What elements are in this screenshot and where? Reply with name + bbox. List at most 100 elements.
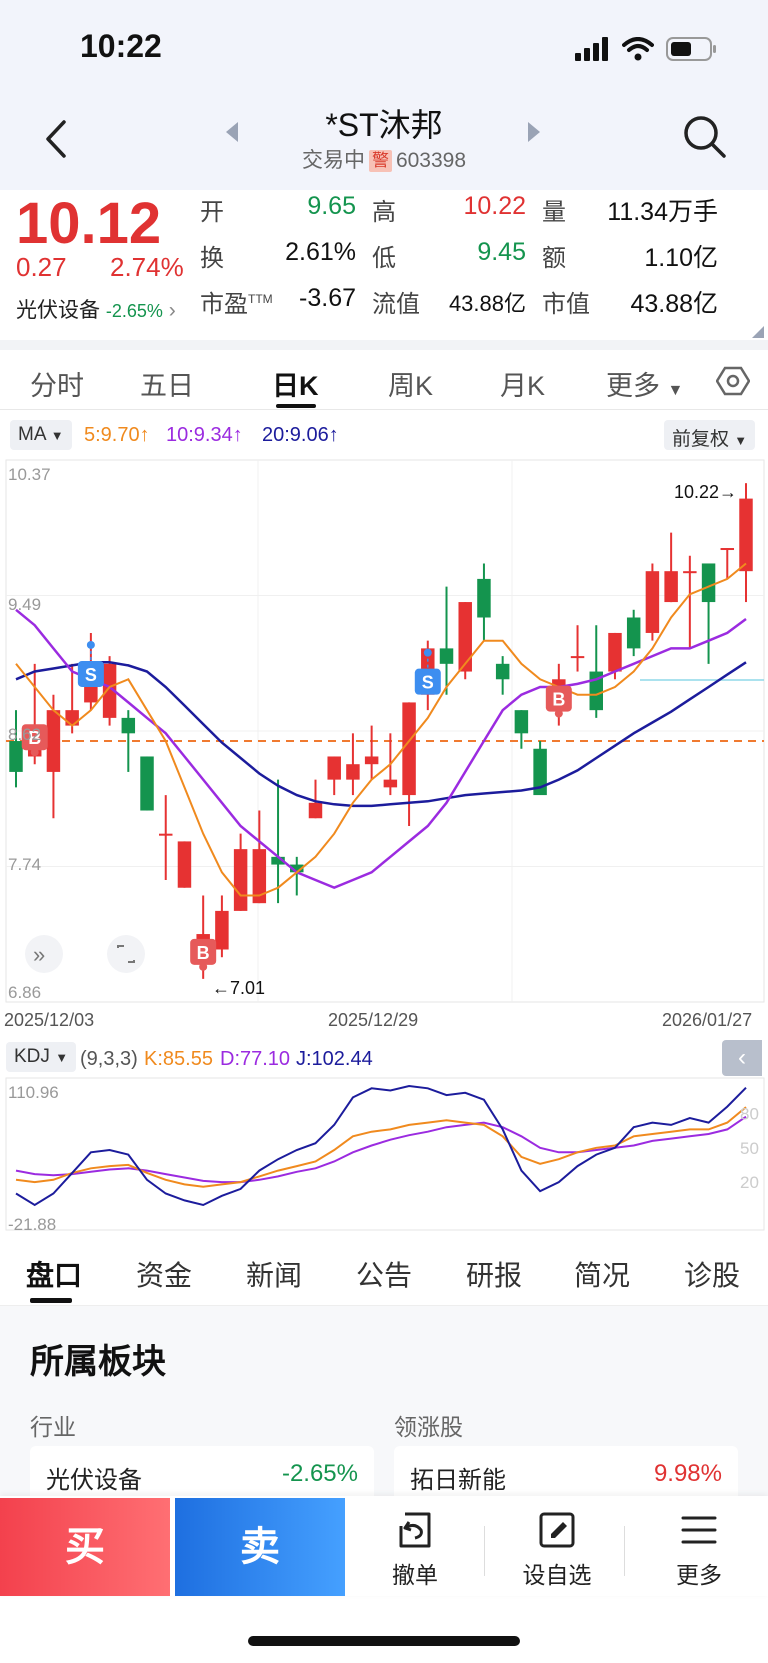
ma5-value: 5:9.70↑ [84, 424, 150, 446]
settings-hex-icon[interactable] [716, 366, 750, 396]
candle [233, 833, 248, 911]
section-title: 所属板块 [30, 1343, 166, 1381]
candle [477, 563, 491, 641]
stock-title: *ST沐邦 [325, 107, 443, 143]
tab-diagnosis[interactable]: 诊股 [684, 1260, 741, 1291]
kdj-chart[interactable]: 110.96 -21.88 80 50 20 [0, 1076, 768, 1236]
caret-down-icon: ▼ [734, 433, 748, 448]
detail-tab-underline [30, 1298, 72, 1303]
candle [514, 710, 529, 749]
tab-order-book[interactable]: 盘口 [26, 1260, 83, 1291]
cancel-order-button[interactable]: 撤单 [360, 1510, 470, 1590]
prev-stock-icon[interactable] [222, 120, 242, 144]
sell-signal[interactable]: S [414, 648, 441, 695]
buy-signal[interactable]: B [190, 938, 217, 971]
sell-signal[interactable]: S [77, 640, 104, 687]
candle [439, 586, 454, 695]
undo-doc-icon [399, 1512, 431, 1548]
price-change-pct: 2.74% [110, 252, 184, 282]
trading-status: 交易中 [301, 149, 365, 172]
candle-body [290, 864, 304, 873]
candle-body [570, 656, 585, 659]
add-watchlist-button[interactable]: 设自选 [502, 1510, 612, 1590]
industry-pct: -2.65% [281, 1460, 358, 1487]
kdj-k-line [15, 1106, 747, 1188]
divider [624, 1526, 625, 1576]
kdj-params: (9,3,3) [80, 1048, 138, 1070]
tab-intraday[interactable]: 分时 [30, 371, 84, 401]
caret-down-icon: ▼ [55, 1050, 69, 1065]
search-icon[interactable] [680, 112, 730, 162]
axis-min-label: 6.86 [8, 983, 41, 1002]
signal-badge [21, 724, 48, 751]
candle [664, 532, 678, 603]
candle [720, 548, 735, 579]
next-stock-icon[interactable] [524, 120, 544, 144]
candle [308, 779, 323, 819]
candle [570, 625, 585, 672]
candle-body [402, 702, 416, 796]
buy-signal[interactable]: B [21, 724, 48, 757]
sell-button[interactable]: 卖 [175, 1498, 345, 1596]
stat-label-pe: 市盈TTM [200, 291, 273, 318]
tab-weekly-k[interactable]: 周K [388, 371, 434, 401]
industry-card[interactable]: 光伏设备 -2.65% [30, 1446, 374, 1502]
kdj-selector[interactable]: KDJ ▼ [6, 1042, 77, 1072]
axis-label-2: 9.49 [8, 595, 41, 614]
buy-signal[interactable]: B [545, 685, 572, 718]
tab-five-day[interactable]: 五日 [140, 371, 194, 401]
candle-body [177, 841, 192, 888]
tab-announcements[interactable]: 公告 [356, 1260, 413, 1291]
kdj-ref-50: 50 [740, 1139, 759, 1158]
caret-down-icon: ▼ [50, 428, 64, 443]
tab-active-underline [276, 404, 316, 408]
adjust-selector[interactable]: 前复权 ▼ [664, 420, 756, 450]
stat-value-amount: 1.10亿 [644, 244, 718, 272]
kdj-axis-min: -21.88 [8, 1215, 56, 1234]
add-watchlist-label: 设自选 [522, 1562, 592, 1588]
candle [346, 733, 360, 796]
signals-group: B S B S B [21, 640, 572, 971]
tab-research[interactable]: 研报 [466, 1260, 523, 1291]
home-indicator [248, 1636, 520, 1646]
candle [701, 563, 716, 664]
tab-news[interactable]: 新闻 [246, 1260, 303, 1291]
axis-max-label: 10.37 [8, 465, 51, 484]
candle [140, 756, 154, 811]
candle [589, 625, 603, 718]
signal-letter: S [422, 673, 434, 693]
ma-indicator-row: MA ▼ 5:9.70↑ 10:9.34↑ 20:9.06↑ 前复权 ▼ [0, 416, 768, 452]
stat-value-high: 10.22 [463, 192, 526, 220]
candle [645, 563, 660, 641]
back-icon[interactable] [38, 114, 78, 164]
tab-more[interactable]: 更多 ▼ [606, 364, 683, 403]
leader-card[interactable]: 拓日新能 9.98% [394, 1446, 738, 1502]
tab-capital[interactable]: 资金 [136, 1260, 193, 1291]
candle-body [701, 563, 716, 603]
expand-chart-button[interactable] [25, 935, 63, 973]
more-menu-label: 更多 [676, 1562, 722, 1588]
stat-value-market-cap: 43.88亿 [630, 290, 718, 318]
sector-name: 光伏设备 [16, 299, 100, 322]
kdj-frame [5, 1077, 765, 1231]
collapse-side-button[interactable]: ‹ [722, 1040, 762, 1076]
tab-daily-k[interactable]: 日K [272, 371, 319, 401]
axis-label-3: 8.62 [8, 725, 41, 744]
tab-profile[interactable]: 简况 [574, 1260, 631, 1291]
sector-link[interactable]: 光伏设备 -2.65% › [16, 294, 176, 324]
candle-body [626, 617, 641, 649]
stat-label-low: 低 [372, 245, 396, 272]
kline-chart[interactable]: B S B S B 10.37 9.49 8.62 7.74 6.86 10.22→ ←… [0, 458, 768, 1038]
candle-body [533, 748, 547, 796]
candle [533, 741, 547, 796]
tab-more-label: 更多 [606, 371, 660, 401]
buy-button[interactable]: 买 [0, 1498, 170, 1596]
tab-monthly-k[interactable]: 月K [500, 371, 546, 401]
candle [121, 710, 136, 772]
more-menu-button[interactable]: 更多 [644, 1510, 754, 1590]
candle-body [720, 548, 735, 551]
high-marker: 10.22→ [674, 482, 737, 502]
expand-corner-icon[interactable] [752, 326, 764, 338]
fullscreen-button[interactable] [107, 935, 145, 973]
ma-selector[interactable]: MA ▼ [10, 420, 72, 450]
